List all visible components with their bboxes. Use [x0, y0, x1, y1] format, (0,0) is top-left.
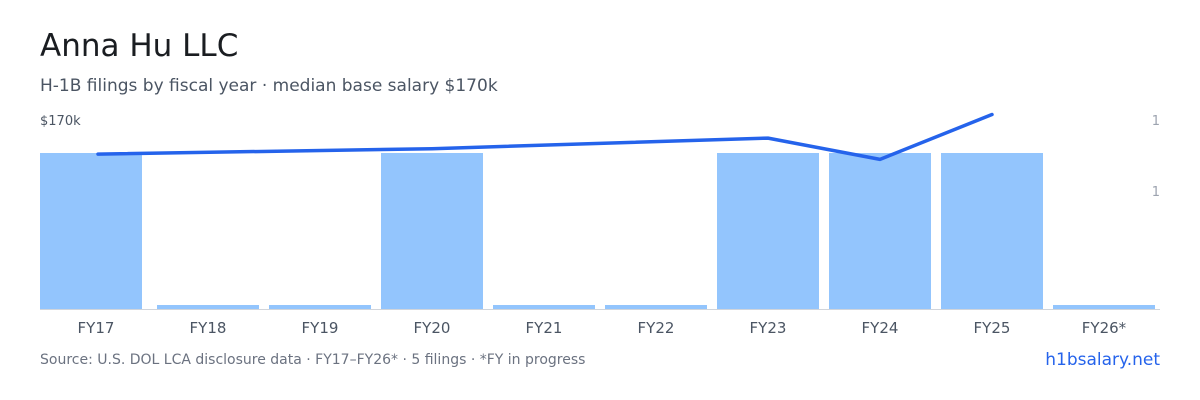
x-tick-label: FY21 [526, 319, 563, 337]
bars-layer [40, 153, 1155, 309]
bar-fy26-partial [1053, 305, 1155, 309]
bar-fy23 [717, 153, 819, 309]
right-axis-tick-label: 1 [1152, 185, 1160, 200]
right-axis-tick-labels: 11 [1152, 114, 1160, 200]
bar-fy21 [493, 305, 595, 309]
x-tick-label: FY24 [862, 319, 899, 337]
x-tick-label: FY19 [302, 319, 339, 337]
brand-link[interactable]: h1bsalary.net [1045, 350, 1160, 370]
x-tick-label: FY22 [638, 319, 675, 337]
x-tick-label: FY20 [414, 319, 451, 337]
salary-line [96, 112, 994, 162]
bar-fy22 [605, 305, 707, 309]
x-tick-label: FY23 [750, 319, 787, 337]
bar-fy24 [829, 153, 931, 309]
bar-fy17 [40, 153, 142, 309]
bar-fy18 [157, 305, 259, 309]
bar-fy20 [381, 153, 483, 309]
bar-fy19 [269, 305, 371, 309]
x-tick-label: FY17 [78, 319, 115, 337]
x-tick-label: FY26* [1082, 319, 1127, 337]
x-tick-labels: FY17 FY18 FY19 FY20 FY21 FY22 FY23 FY24 FY25 FY26… [78, 319, 1127, 337]
bar-fy25 [941, 153, 1043, 309]
chart-subtitle: H-1B filings by fiscal year · median bas… [40, 76, 498, 96]
x-tick-label: FY18 [190, 319, 227, 337]
right-axis-tick-label: 1 [1152, 114, 1160, 129]
x-tick-label: FY25 [974, 319, 1011, 337]
source-note: Source: U.S. DOL LCA disclosure data · F… [40, 352, 586, 368]
left-axis-tick-label: $170k [40, 114, 81, 129]
chart-title: Anna Hu LLC [40, 28, 239, 64]
